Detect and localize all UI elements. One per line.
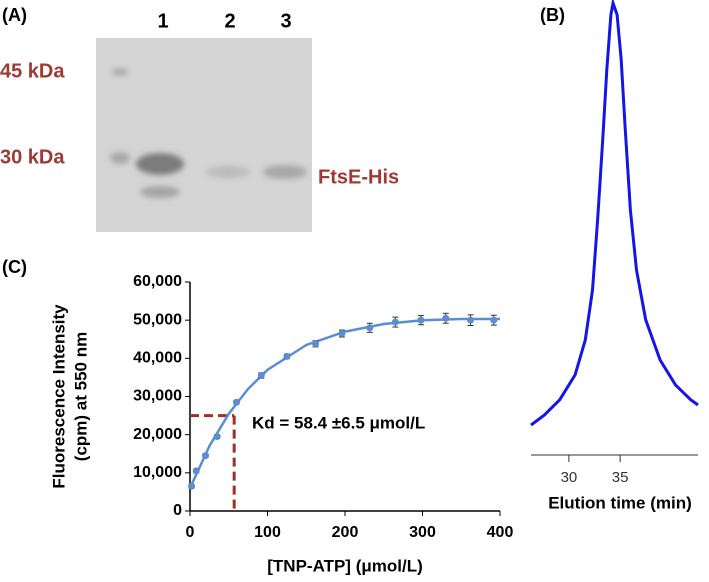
annotation: Kd = 58.4 ±6.5 μmol/L <box>252 413 425 432</box>
data-point <box>338 330 346 338</box>
y-axis-label: (cpm) at 550 nm <box>71 332 90 461</box>
gel-bands <box>110 68 307 198</box>
data-point <box>467 316 475 324</box>
data-point <box>442 314 450 322</box>
x-tick-label: 30 <box>561 469 578 486</box>
data-point <box>233 398 240 406</box>
x-tick-label: 0 <box>186 524 195 541</box>
lane-label: 1 <box>157 10 168 32</box>
data-point <box>202 452 209 460</box>
x-tick-label: 35 <box>612 469 629 486</box>
y-tick-label: 10,000 <box>133 464 182 481</box>
y-axis-label: Fluorescence Intensity <box>49 304 68 489</box>
gel-image <box>96 38 312 232</box>
x-axis-label: [TNP-ATP] (μmol/L) <box>267 556 423 575</box>
data-point <box>312 340 320 348</box>
data-point <box>391 318 399 326</box>
data-point <box>188 482 196 490</box>
data-point <box>366 324 374 332</box>
data-point <box>213 433 221 441</box>
panel-label: (A) <box>2 5 27 25</box>
x-axis-label: Elution time (min) <box>548 493 692 512</box>
y-tick-label: 40,000 <box>133 350 182 367</box>
panel-label: (B) <box>540 5 565 25</box>
lane-label: 3 <box>280 10 291 32</box>
y-tick-label: 30,000 <box>133 388 182 405</box>
y-tick-label: 20,000 <box>133 426 182 443</box>
y-tick-label: 60,000 <box>133 273 182 290</box>
x-tick-label: 300 <box>409 524 436 541</box>
data-point <box>192 467 200 475</box>
band-label: FtsE-His <box>318 166 399 188</box>
y-tick-label: 50,000 <box>133 311 182 328</box>
elution-curve <box>530 0 699 427</box>
lane-label: 2 <box>224 10 235 32</box>
panel-label: (C) <box>2 257 27 277</box>
y-tick-label: 0 <box>173 502 182 519</box>
data-point <box>257 372 265 380</box>
marker-label: 45 kDa <box>0 60 65 82</box>
marker-label: 30 kDa <box>0 146 65 168</box>
x-tick-label: 200 <box>332 524 359 541</box>
data-point <box>283 352 291 360</box>
x-tick-label: 100 <box>254 524 281 541</box>
fit-line <box>188 317 500 489</box>
x-tick-label: 400 <box>487 524 514 541</box>
data-point <box>490 316 498 324</box>
data-point <box>417 316 425 324</box>
